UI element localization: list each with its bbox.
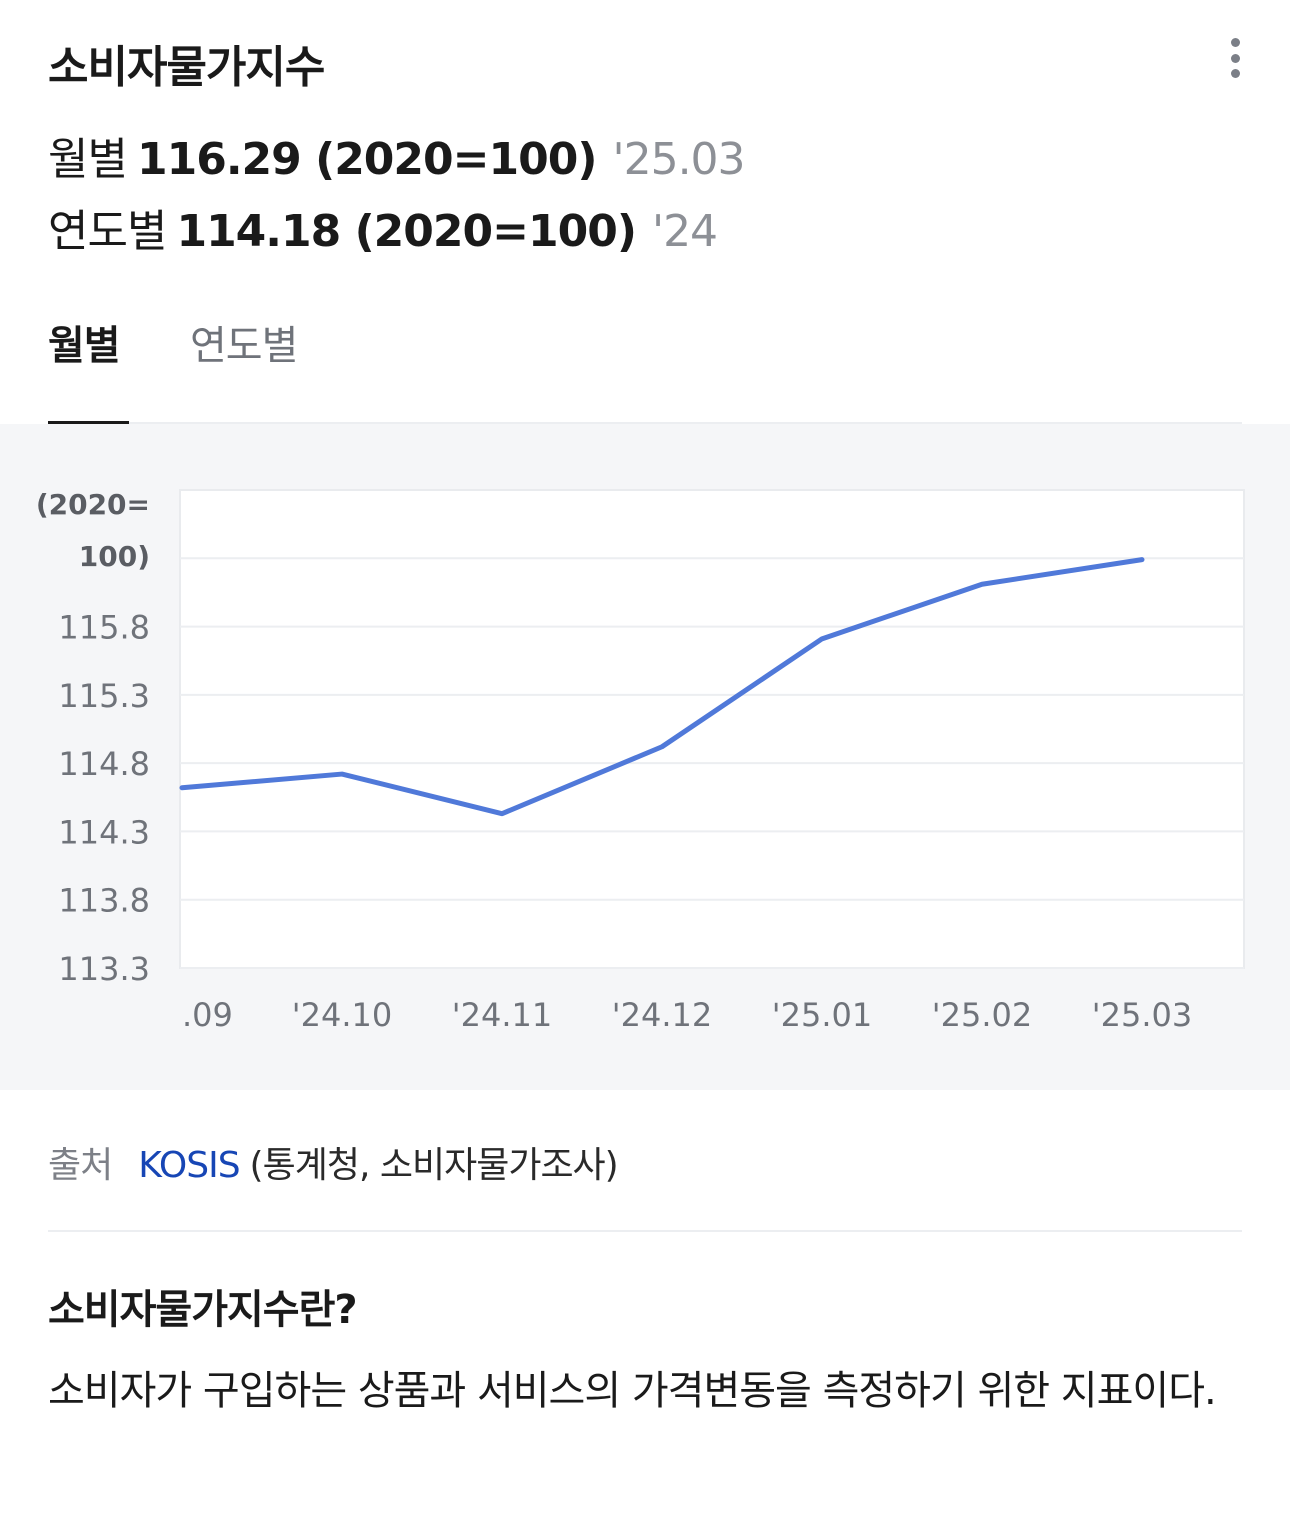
- x-tick-label: '24.10: [292, 996, 392, 1034]
- yearly-period: '24: [651, 206, 718, 257]
- source-line: 출처 KOSIS (통계청, 소비자물가조사): [48, 1140, 619, 1192]
- about-title: 소비자물가지수란?: [48, 1287, 358, 1333]
- x-tick-label: '24.11: [452, 996, 552, 1034]
- page-title: 소비자물가지수: [48, 42, 325, 93]
- period-tabs: 월별 연도별: [48, 314, 1242, 424]
- more-dot: [1230, 38, 1240, 47]
- more-dot: [1230, 69, 1240, 78]
- x-tick-label: '25.03: [1092, 996, 1192, 1034]
- tab-yearly[interactable]: 연도별: [190, 323, 298, 369]
- series-line: [179, 557, 1145, 817]
- y-axis-label: 100): [79, 540, 150, 573]
- y-tick-label: 113.3: [58, 950, 150, 988]
- x-tick-label: '25.02: [932, 996, 1032, 1034]
- header: 소비자물가지수: [48, 36, 1250, 100]
- y-axis-label: (2020=: [36, 488, 150, 521]
- about-body: 소비자가 구입하는 상품과 서비스의 가격변동을 측정하기 위한 지표이다.: [48, 1368, 1217, 1414]
- y-tick-label: 114.8: [58, 745, 150, 783]
- more-dot: [1230, 53, 1240, 63]
- divider: [48, 1230, 1242, 1232]
- yearly-value: 114.18 (2020=100): [176, 206, 637, 257]
- tab-monthly[interactable]: 월별: [48, 323, 121, 369]
- monthly-period: '25.03: [612, 134, 745, 185]
- y-tick-label: 113.8: [58, 882, 150, 920]
- chart-panel: 115.8 115.3 114.8 114.3 113.8 113.3 (2020= 100)…: [0, 424, 1290, 1090]
- yearly-label: 연도별: [48, 206, 167, 257]
- more-vertical-icon[interactable]: [1220, 36, 1250, 80]
- monthly-value: 116.29 (2020=100): [136, 134, 598, 185]
- source-detail: (통계청, 소비자물가조사): [249, 1145, 619, 1186]
- source-label: 출처: [48, 1145, 113, 1186]
- yearly-summary: 연도별 114.18 (2020=100) '24: [48, 202, 718, 262]
- plot-area: [179, 489, 1245, 969]
- line-chart: 115.8 115.3 114.8 114.3 113.8 113.3 (2020= 100)…: [36, 488, 1245, 1034]
- x-tick-label: .09: [182, 996, 233, 1034]
- active-tab-indicator: [48, 421, 129, 424]
- y-tick-label: 115.8: [58, 609, 150, 647]
- x-tick-label: '24.12: [612, 996, 712, 1034]
- y-tick-label: 114.3: [58, 813, 150, 851]
- x-tick-label: '25.01: [772, 996, 872, 1034]
- monthly-summary: 월별 116.29 (2020=100) '25.03: [48, 130, 746, 190]
- y-tick-label: 115.3: [58, 677, 150, 715]
- monthly-label: 월별: [48, 134, 128, 185]
- source-link-kosis[interactable]: KOSIS: [138, 1145, 240, 1186]
